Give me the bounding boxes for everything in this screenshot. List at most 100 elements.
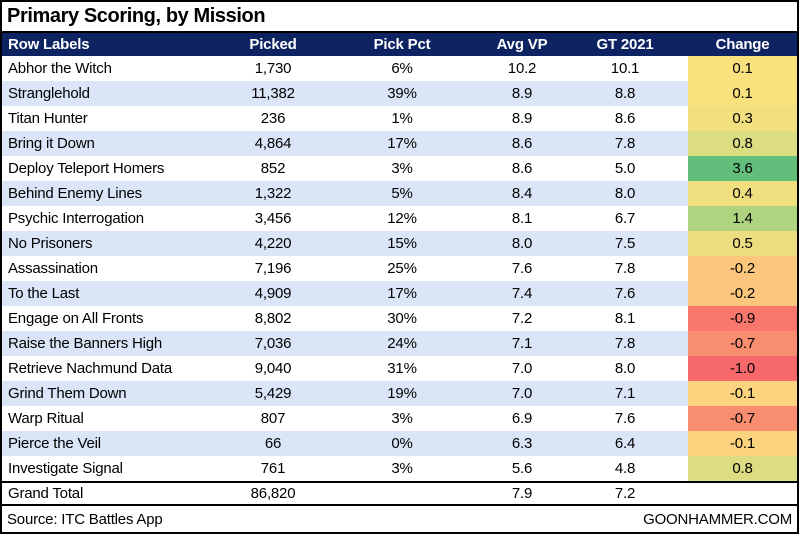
picked-cell: 7,036 <box>224 331 322 356</box>
picked-cell: 3,456 <box>254 210 292 227</box>
avg-vp-cell: 7.6 <box>511 260 533 277</box>
gt-2021-cell: 7.6 <box>614 410 636 427</box>
avg-vp-cell: 6.3 <box>482 431 562 456</box>
picked-cell: 66 <box>224 431 322 456</box>
avg-vp-cell: 7.0 <box>511 360 533 377</box>
avg-vp-cell: 7.2 <box>511 310 533 327</box>
avg-vp-cell: 7.4 <box>482 281 562 306</box>
avg-vp-cell: 7.0 <box>482 381 562 406</box>
pick-pct-cell: 17% <box>322 131 482 156</box>
table-footer: Source: ITC Battles App GOONHAMMER.COM <box>2 504 797 532</box>
row-label-cell: Titan Hunter <box>8 110 88 127</box>
grand-total-gt-2021: 7.2 <box>614 485 636 502</box>
gt-2021-cell: 7.8 <box>562 331 688 356</box>
header-cell-gt-2021: GT 2021 <box>596 36 654 53</box>
avg-vp-cell: 8.4 <box>482 181 562 206</box>
avg-vp-cell: 8.6 <box>511 160 533 177</box>
gt-2021-cell: 10.1 <box>610 60 640 77</box>
row-label-cell: Grind Them Down <box>2 381 224 406</box>
gt-2021-cell: 8.0 <box>562 181 688 206</box>
change-cell: 0.1 <box>688 81 797 106</box>
grand-total-label: Grand Total <box>8 485 84 502</box>
avg-vp-cell: 10.2 <box>507 60 537 77</box>
pick-pct-cell: 31% <box>387 360 417 377</box>
page-title: Primary Scoring, by Mission <box>2 2 797 33</box>
pick-pct-cell: 6% <box>391 60 413 77</box>
picked-cell: 11,382 <box>224 81 322 106</box>
site-credit: GOONHAMMER.COM <box>643 510 792 528</box>
source-note: Source: ITC Battles App <box>7 510 163 528</box>
picked-cell: 807 <box>260 410 286 427</box>
avg-vp-cell: 7.1 <box>482 331 562 356</box>
grand-total-pick-pct <box>322 483 482 504</box>
avg-vp-cell: 8.9 <box>511 110 533 127</box>
header-cell-pick-pct: Pick Pct <box>373 36 431 53</box>
change-cell: 0.1 <box>688 56 797 81</box>
row-label-cell: Deploy Teleport Homers <box>8 160 165 177</box>
table-row: Psychic Interrogation 3,456 12% 8.1 6.7 1.4 <box>2 206 797 231</box>
table-row: Pierce the Veil 66 0% 6.3 6.4 -0.1 <box>2 431 797 456</box>
change-cell: -0.7 <box>688 406 797 431</box>
gt-2021-cell: 6.4 <box>562 431 688 456</box>
row-label-cell: Abhor the Witch <box>8 60 112 77</box>
picked-cell: 236 <box>260 110 286 127</box>
row-label-cell: Engage on All Fronts <box>8 310 144 327</box>
pick-pct-cell: 12% <box>387 210 417 227</box>
row-label-cell: Retrieve Nachmund Data <box>8 360 173 377</box>
picked-cell: 852 <box>260 160 286 177</box>
table-row: Engage on All Fronts 8,802 30% 7.2 8.1 -0.9 <box>2 306 797 331</box>
grand-total-picked: 86,820 <box>250 485 296 502</box>
table-row: Grind Them Down 5,429 19% 7.0 7.1 -0.1 <box>2 381 797 406</box>
change-cell: -0.2 <box>688 256 797 281</box>
picked-cell: 9,040 <box>254 360 292 377</box>
change-cell: 0.4 <box>688 181 797 206</box>
table-body: Abhor the Witch 1,730 6% 10.2 10.1 0.1 Strangl… <box>2 56 797 481</box>
header-cell-row-labels: Row Labels <box>8 36 90 53</box>
avg-vp-cell: 8.6 <box>482 131 562 156</box>
row-label-cell: Pierce the Veil <box>2 431 224 456</box>
gt-2021-cell: 8.6 <box>614 110 636 127</box>
table-row: Investigate Signal 761 3% 5.6 4.8 0.8 <box>2 456 797 481</box>
row-label-cell: To the Last <box>2 281 224 306</box>
row-label-cell: Stranglehold <box>2 81 224 106</box>
pick-pct-cell: 5% <box>322 181 482 206</box>
pick-pct-cell: 30% <box>387 310 417 327</box>
change-cell: 3.6 <box>688 156 797 181</box>
change-cell: -1.0 <box>688 356 797 381</box>
change-cell: 1.4 <box>688 206 797 231</box>
gt-2021-cell: 8.0 <box>614 360 636 377</box>
picked-cell: 761 <box>260 460 286 477</box>
table-row: Stranglehold 11,382 39% 8.9 8.8 0.1 <box>2 81 797 106</box>
picked-cell: 4,864 <box>224 131 322 156</box>
picked-cell: 8,802 <box>254 310 292 327</box>
change-cell: 0.8 <box>688 131 797 156</box>
row-label-cell: Assassination <box>8 260 98 277</box>
header-cell-avg-vp: Avg VP <box>496 36 548 53</box>
grand-total-change <box>688 483 797 504</box>
row-label-cell: Investigate Signal <box>8 460 123 477</box>
pick-pct-cell: 3% <box>391 460 413 477</box>
gt-2021-cell: 6.7 <box>614 210 636 227</box>
row-label-cell: Behind Enemy Lines <box>2 181 224 206</box>
pick-pct-cell: 25% <box>387 260 417 277</box>
pick-pct-cell: 3% <box>391 410 413 427</box>
pick-pct-cell: 1% <box>391 110 413 127</box>
table-row: Raise the Banners High 7,036 24% 7.1 7.8 -0.7 <box>2 331 797 356</box>
table-row: To the Last 4,909 17% 7.4 7.6 -0.2 <box>2 281 797 306</box>
table-row: Deploy Teleport Homers 852 3% 8.6 5.0 3.6 <box>2 156 797 181</box>
picked-cell: 7,196 <box>254 260 292 277</box>
row-label-cell: Warp Ritual <box>8 410 84 427</box>
avg-vp-cell: 8.0 <box>482 231 562 256</box>
table-row: Assassination 7,196 25% 7.6 7.8 -0.2 <box>2 256 797 281</box>
gt-2021-cell: 7.1 <box>562 381 688 406</box>
picked-cell: 5,429 <box>224 381 322 406</box>
table-row: Titan Hunter 236 1% 8.9 8.6 0.3 <box>2 106 797 131</box>
avg-vp-cell: 8.9 <box>482 81 562 106</box>
table-row: Warp Ritual 807 3% 6.9 7.6 -0.7 <box>2 406 797 431</box>
pick-pct-cell: 17% <box>322 281 482 306</box>
avg-vp-cell: 5.6 <box>511 460 533 477</box>
picked-cell: 4,909 <box>224 281 322 306</box>
pick-pct-cell: 24% <box>322 331 482 356</box>
change-cell: -0.7 <box>688 331 797 356</box>
